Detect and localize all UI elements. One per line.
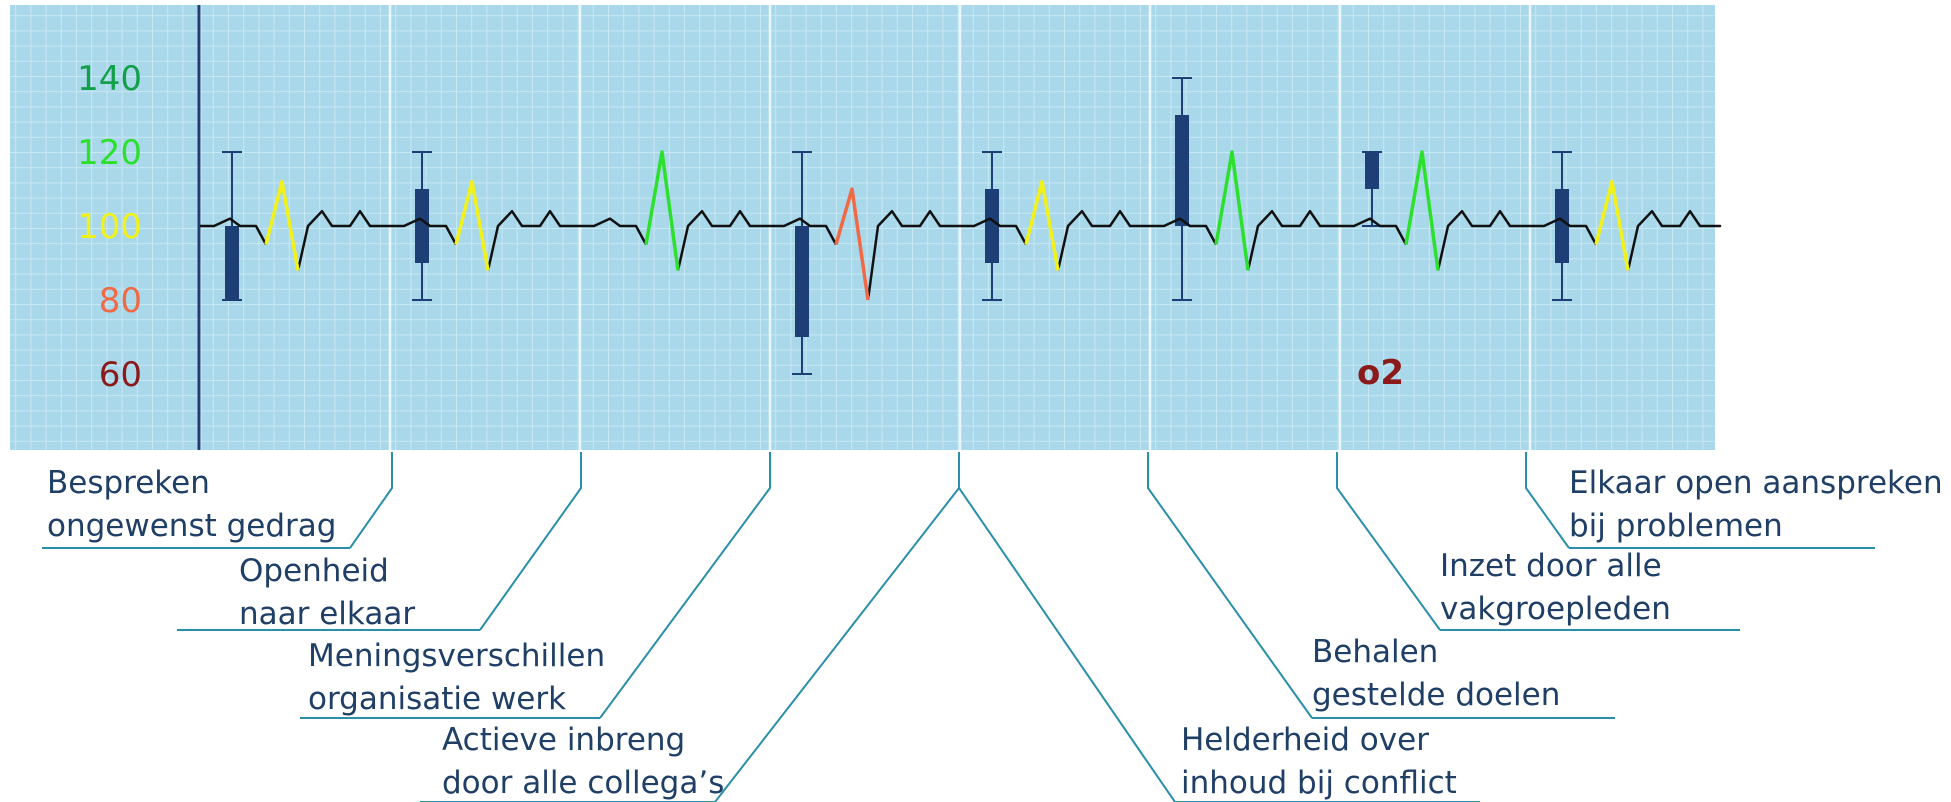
box-marker-7 — [1362, 151, 1382, 227]
o2-annotation: o2 — [1357, 353, 1404, 393]
box-marker-1 — [222, 151, 242, 301]
trace-spike-2 — [454, 179, 490, 271]
box-marker-2 — [412, 151, 432, 301]
trace-spike-7 — [1404, 150, 1440, 271]
ecg-trace — [200, 150, 1722, 301]
leader-line-6 — [1147, 452, 1313, 719]
box-body — [225, 226, 239, 300]
trace-baseline-segment — [1626, 209, 1722, 271]
leader-line-1 — [349, 452, 393, 549]
trace-spike-8 — [1594, 179, 1630, 271]
category-label-6-line-2: gestelde doelen — [1312, 677, 1560, 713]
category-label-2-line-1: Openheid — [239, 553, 389, 589]
trace-spike-6 — [1214, 150, 1250, 271]
trace-baseline-segment — [1056, 209, 1218, 271]
trace-baseline-segment — [296, 209, 458, 271]
y-axis-ticks: 140 120 100 80 60 — [77, 59, 142, 395]
trace-baseline-segment — [486, 209, 648, 271]
category-label-5-line-1: Helderheid over — [1181, 722, 1429, 758]
category-label-1-line-2: ongewenst gedrag — [47, 508, 336, 544]
y-tick-label-100: 100 — [77, 207, 142, 247]
leader-line-8 — [1525, 452, 1570, 549]
category-label-2-line-2: naar elkaar — [239, 596, 415, 632]
leader-line-2 — [479, 452, 582, 631]
category-label-4-line-2: door alle collega’s — [442, 765, 724, 801]
trace-baseline-segment — [676, 209, 838, 271]
plot-grid — [10, 5, 1715, 450]
trace-baseline-segment — [1436, 209, 1598, 271]
y-tick-label-60: 60 — [99, 355, 142, 395]
box-body — [1175, 115, 1189, 226]
leader-line-3 — [599, 452, 771, 719]
trace-spike-1 — [264, 179, 300, 271]
category-label-3-line-2: organisatie werk — [308, 681, 566, 717]
category-label-5-line-2: inhoud bij conflict — [1181, 765, 1457, 801]
category-label-1-line-1: Bespreken — [47, 465, 210, 501]
trace-baseline-segment — [200, 217, 268, 246]
trace-spike-5 — [1024, 179, 1060, 271]
y-tick-label-80: 80 — [99, 281, 142, 321]
category-label-7-line-2: vakgroepleden — [1440, 591, 1671, 627]
leader-line-5 — [958, 452, 1176, 802]
category-leader-lines — [42, 452, 1875, 802]
box-marker-4 — [792, 151, 812, 375]
box-marker-8 — [1552, 151, 1572, 301]
box-body — [1365, 152, 1379, 189]
box-markers — [222, 77, 1572, 375]
box-body — [1555, 189, 1569, 263]
category-label-4-line-1: Actieve inbreng — [442, 722, 685, 758]
category-labels: Bespreken ongewenst gedrag Openheid naar el… — [47, 465, 1943, 801]
box-body — [795, 226, 809, 337]
trace-spike-4 — [834, 187, 870, 301]
trace-spike-3 — [644, 150, 680, 271]
category-label-3-line-1: Meningsverschillen — [308, 638, 605, 674]
plot-area — [10, 5, 1715, 450]
box-marker-5 — [982, 151, 1002, 301]
leader-line-4 — [714, 452, 960, 802]
box-marker-6 — [1172, 77, 1192, 301]
box-body — [985, 189, 999, 263]
trace-baseline-segment — [866, 209, 1028, 301]
trace-baseline-segment — [1246, 209, 1408, 271]
category-label-6-line-1: Behalen — [1312, 634, 1438, 670]
leader-line-7 — [1336, 452, 1441, 631]
box-body — [415, 189, 429, 263]
category-label-8-line-1: Elkaar open aanspreken — [1569, 465, 1943, 501]
category-label-7-line-1: Inzet door alle — [1440, 548, 1662, 584]
y-tick-label-140: 140 — [77, 59, 142, 99]
y-tick-label-120: 120 — [77, 133, 142, 173]
category-label-8-line-2: bij problemen — [1569, 508, 1783, 544]
